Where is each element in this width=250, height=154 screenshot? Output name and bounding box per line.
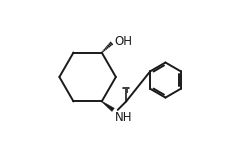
Text: NH: NH (115, 111, 132, 124)
Text: OH: OH (114, 35, 132, 48)
Polygon shape (102, 101, 114, 111)
